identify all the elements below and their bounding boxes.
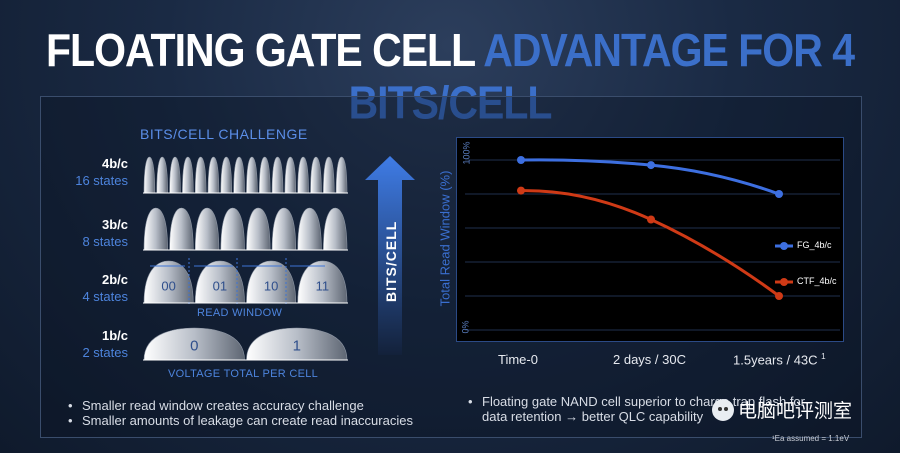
state-lobe bbox=[194, 260, 245, 304]
chart-plot-area bbox=[456, 137, 844, 342]
bits-cell-challenge-heading: BITS/CELL CHALLENGE bbox=[140, 126, 308, 142]
legend-ctf: CTF_4b/c bbox=[797, 276, 837, 286]
x-tick-15years: 1.5years / 43C 1 bbox=[733, 352, 826, 368]
data-point bbox=[517, 186, 525, 195]
state-lobe bbox=[323, 156, 335, 194]
state-value-label: 1 bbox=[293, 337, 301, 354]
row-label-3bc: 3b/c 8 states bbox=[82, 217, 128, 249]
state-lobe bbox=[284, 156, 297, 194]
state-lobe bbox=[143, 327, 245, 361]
data-point bbox=[775, 190, 783, 198]
distribution-2bc: 00 01 10 11 bbox=[143, 258, 348, 305]
state-lobe bbox=[297, 260, 348, 304]
distribution-4bc bbox=[143, 156, 348, 194]
state-value-label: 0 bbox=[190, 337, 198, 354]
legend-marker-dot bbox=[780, 242, 788, 250]
row-label-2bc: 2b/c 4 states bbox=[82, 272, 128, 304]
state-lobe bbox=[207, 156, 220, 194]
state-lobe bbox=[297, 207, 322, 251]
state-lobe bbox=[143, 156, 156, 194]
state-lobe bbox=[323, 207, 348, 251]
state-lobe bbox=[194, 207, 220, 251]
state-lobe bbox=[246, 327, 348, 361]
state-lobe bbox=[169, 207, 194, 251]
x-tick-2days: 2 days / 30C bbox=[613, 352, 686, 367]
state-lobe bbox=[220, 207, 245, 251]
state-lobe bbox=[335, 156, 348, 194]
row-label-4bc: 4b/c 16 states bbox=[75, 156, 128, 188]
distribution-3bc bbox=[143, 207, 348, 251]
state-lobe bbox=[271, 207, 297, 251]
data-point bbox=[517, 156, 525, 164]
state-lobe bbox=[143, 260, 194, 304]
x-tick-time0: Time-0 bbox=[498, 352, 538, 367]
data-point bbox=[775, 292, 783, 300]
footnote: ¹Ea assumed = 1.1eV bbox=[772, 434, 850, 443]
row-label-1bc: 1b/c 2 states bbox=[82, 328, 128, 360]
watermark: 电脑吧评测室 bbox=[712, 396, 852, 423]
state-lobe bbox=[246, 207, 271, 251]
state-lobe bbox=[297, 156, 309, 194]
state-lobe bbox=[194, 156, 207, 194]
state-value-label: 00 bbox=[161, 278, 175, 293]
state-lobe bbox=[310, 156, 322, 194]
state-value-label: 10 bbox=[264, 278, 278, 293]
read-window-label: READ WINDOW bbox=[197, 307, 283, 319]
state-lobe bbox=[182, 156, 194, 194]
state-lobe bbox=[233, 156, 245, 194]
y-tick-top: 100% bbox=[461, 141, 472, 165]
state-lobe bbox=[220, 156, 232, 194]
state-lobe bbox=[246, 260, 297, 304]
data-point bbox=[647, 215, 655, 224]
state-lobe bbox=[259, 156, 271, 194]
y-tick-bottom: 0% bbox=[460, 320, 471, 334]
state-value-label: 11 bbox=[316, 278, 330, 293]
page-title: FLOATING GATE CELL ADVANTAGE FOR 4 BITS/… bbox=[45, 24, 855, 129]
left-bullets: • Smaller read window creates accuracy ch… bbox=[66, 398, 413, 428]
state-value-label: 01 bbox=[213, 278, 227, 293]
state-lobe bbox=[246, 156, 258, 194]
data-point bbox=[647, 161, 655, 170]
state-lobe bbox=[156, 156, 168, 194]
series-line-ctf bbox=[520, 189, 780, 298]
bits-cell-arrow bbox=[365, 156, 415, 355]
state-lobe bbox=[143, 207, 168, 251]
list-item: • Smaller amounts of leakage can create r… bbox=[68, 413, 413, 428]
legend-fg: FG_4b/c bbox=[797, 240, 832, 250]
legend-marker-dot bbox=[780, 278, 788, 286]
wechat-icon bbox=[712, 398, 734, 421]
list-item: • Smaller read window creates accuracy ch… bbox=[68, 398, 364, 413]
state-lobe bbox=[271, 156, 284, 194]
state-lobe bbox=[169, 156, 181, 194]
voltage-total-label: VOLTAGE TOTAL PER CELL bbox=[168, 368, 319, 380]
